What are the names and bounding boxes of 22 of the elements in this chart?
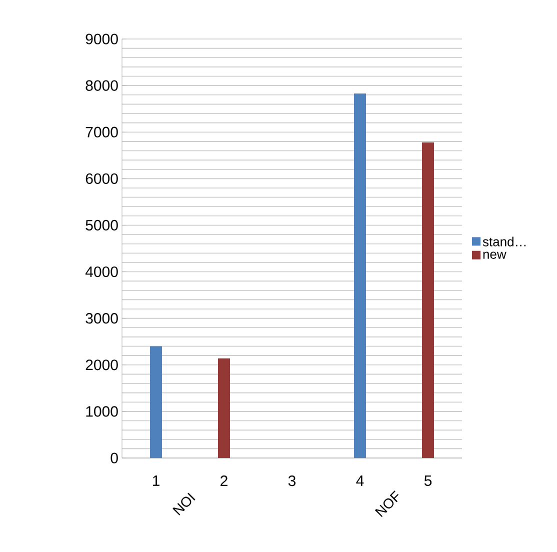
y-tick-label: 3000 [86, 313, 118, 324]
bar [422, 142, 434, 458]
x-tick-label: 2 [220, 476, 228, 486]
y-tick-label: 1000 [86, 406, 118, 417]
x-tick-label: 3 [288, 476, 296, 486]
legend-label: stand… [482, 236, 526, 246]
y-tick-label: 4000 [85, 266, 118, 278]
bar [218, 358, 230, 458]
x-tick-label: 1 [152, 476, 160, 486]
x-tick-label: 5 [424, 476, 432, 486]
y-tick-label: 5000 [86, 220, 118, 231]
text: NOI [172, 492, 196, 516]
x-tick-label: 4 [356, 476, 364, 486]
y-tick-label: 7000 [86, 126, 118, 138]
y-tick-label: 2000 [86, 360, 118, 370]
bar [354, 93, 366, 458]
y-tick-label: 8000 [86, 80, 118, 91]
y-tick-label: 0 [110, 452, 118, 464]
y-tick-label: 9000 [86, 34, 118, 44]
y-tick-label: 6000 [86, 173, 118, 184]
bar [150, 346, 162, 458]
legend-label: new [483, 252, 506, 259]
